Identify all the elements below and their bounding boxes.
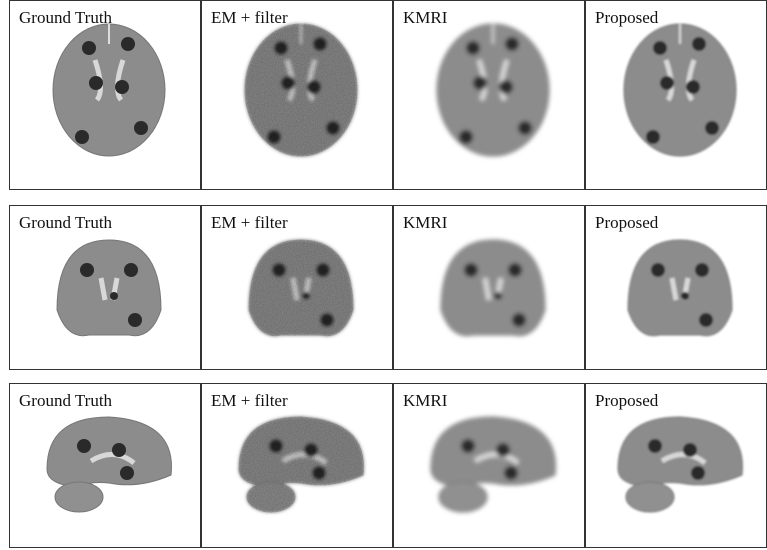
lesion [646,130,660,144]
lesion [651,263,665,277]
lesion [512,313,526,327]
panel: Proposed [586,1,767,190]
lesion [128,313,142,327]
lesion [699,313,713,327]
brain-image [441,240,545,336]
lesion [124,263,138,277]
panel-label: Ground Truth [19,391,113,410]
panel: Ground Truth [10,1,201,190]
lesion [681,292,689,300]
lesion [77,439,91,453]
lesion [112,443,126,457]
panel: Proposed [586,206,767,370]
brain-image [57,240,161,336]
panel: KMRI [394,206,585,370]
lesion [272,263,286,277]
brain-image [628,240,732,336]
panel-label: EM + filter [211,213,288,232]
lesion [691,466,705,480]
panel-label: Proposed [595,213,659,232]
brain-image [249,240,353,336]
panel: KMRI [394,384,585,548]
cerebellum [439,482,487,512]
lesion [686,80,700,94]
lesion [320,313,334,327]
lesion [494,292,502,300]
panel-label: KMRI [403,8,448,27]
lesion [121,37,135,51]
lesion [459,130,473,144]
lesion [496,443,510,457]
lesion [316,263,330,277]
panel: EM + filter [202,1,393,190]
lesion [660,76,674,90]
panel-label: KMRI [403,213,448,232]
lesion [326,121,340,135]
panel: EM + filter [202,206,393,370]
lesion [499,80,513,94]
lesion [313,37,327,51]
lesion [504,466,518,480]
brain [628,240,732,336]
lesion [75,130,89,144]
lesion [269,439,283,453]
panel-label: Ground Truth [19,213,113,232]
lesion [653,41,667,55]
brain [441,240,545,336]
panel-label: Proposed [595,8,659,27]
lesion [80,263,94,277]
lesion [508,263,522,277]
panel-label: EM + filter [211,391,288,410]
lesion [505,37,519,51]
panel: EM + filter [202,384,393,548]
cerebellum [247,482,295,512]
lesion [683,443,697,457]
brain-image [53,24,165,156]
panel: Ground Truth [10,384,201,548]
lesion [110,292,118,300]
lesion [274,41,288,55]
panel: Ground Truth [10,206,201,370]
brain [249,240,353,336]
lesion [134,121,148,135]
cerebellum [55,482,103,512]
lesion [115,80,129,94]
panel-label: KMRI [403,391,448,410]
lesion [304,443,318,457]
lesion [692,37,706,51]
figure: Ground Truth EM + filter KMRI Proposed Groun… [0,0,767,550]
lesion [281,76,295,90]
lesion [461,439,475,453]
lesion [648,439,662,453]
lesion [466,41,480,55]
lesion [473,76,487,90]
cerebellum [626,482,674,512]
brain-image [437,24,549,156]
panel: Proposed [586,384,767,548]
lesion [302,292,310,300]
panel-label: Ground Truth [19,8,113,27]
lesion [705,121,719,135]
lesion [312,466,326,480]
lesion [120,466,134,480]
lesion [267,130,281,144]
lesion [89,76,103,90]
panel: KMRI [394,1,585,190]
lesion [307,80,321,94]
brain-image [245,24,357,156]
panel-label: EM + filter [211,8,288,27]
lesion [518,121,532,135]
lesion [82,41,96,55]
lesion [695,263,709,277]
lesion [464,263,478,277]
panel-label: Proposed [595,391,659,410]
brain-image [624,24,736,156]
brain [57,240,161,336]
